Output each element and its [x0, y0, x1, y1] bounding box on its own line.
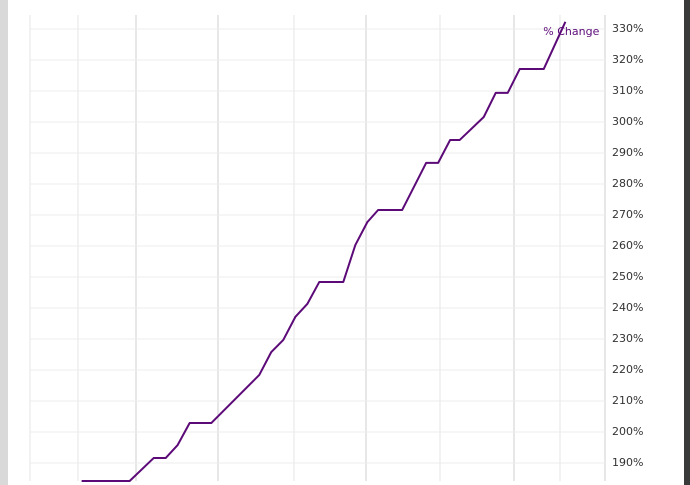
- y-tick-label: 300%: [612, 115, 643, 128]
- y-tick-label: 230%: [612, 332, 643, 345]
- y-tick-label: 330%: [612, 22, 643, 35]
- series-label: % Change: [543, 25, 599, 38]
- y-tick-label: 280%: [612, 177, 643, 190]
- y-tick-label: 270%: [612, 208, 643, 221]
- y-tick-label: 240%: [612, 301, 643, 314]
- left-frame: [0, 0, 8, 485]
- y-tick-label: 320%: [612, 53, 643, 66]
- y-tick-label: 250%: [612, 270, 643, 283]
- right-frame: [684, 0, 690, 485]
- y-tick-label: 190%: [612, 456, 643, 469]
- y-tick-label: 260%: [612, 239, 643, 252]
- line: [81, 21, 567, 482]
- y-tick-label: 220%: [612, 363, 643, 376]
- y-tick-label: 310%: [612, 84, 643, 97]
- y-tick-label: 210%: [612, 394, 643, 407]
- y-tick-label: 290%: [612, 146, 643, 159]
- y-tick-label: 200%: [612, 425, 643, 438]
